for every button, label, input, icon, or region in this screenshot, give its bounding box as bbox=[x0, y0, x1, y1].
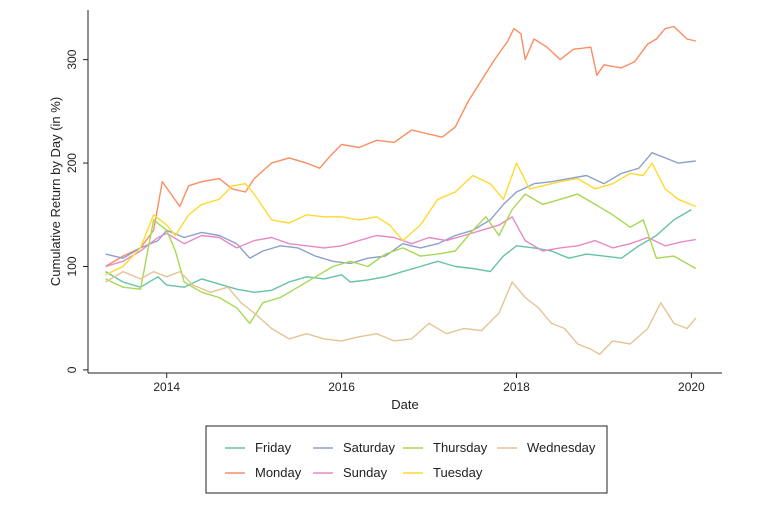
legend-label-sunday: Sunday bbox=[343, 465, 388, 480]
series-line-tuesday bbox=[105, 162, 697, 276]
x-tick-label: 2020 bbox=[678, 380, 705, 394]
legend-label-monday: Monday bbox=[255, 465, 302, 480]
legend: Friday Saturday Thursday Wednesday Monday Sun… bbox=[205, 425, 608, 494]
x-tick-label: 2016 bbox=[328, 380, 355, 394]
series-line-wednesday bbox=[105, 270, 697, 356]
x-axis-title: Date bbox=[391, 397, 418, 412]
x-tick-label: 2018 bbox=[503, 380, 530, 394]
axes: 2014 2016 2018 2020 0 100 200 300 Date Cumulative… bbox=[48, 10, 722, 412]
plot-area bbox=[105, 25, 697, 356]
series-line-thursday bbox=[105, 193, 697, 325]
series-line-friday bbox=[105, 208, 692, 293]
series-line-sunday bbox=[105, 216, 696, 268]
y-axis-title: Cumulative Return by Day (in %) bbox=[48, 97, 63, 286]
y-tick-label: 200 bbox=[65, 153, 79, 173]
legend-label-friday: Friday bbox=[255, 440, 292, 455]
legend-box bbox=[205, 425, 608, 494]
legend-label-wednesday: Wednesday bbox=[527, 440, 596, 455]
y-tick-label: 300 bbox=[65, 49, 79, 69]
y-tick-label: 100 bbox=[65, 256, 79, 276]
legend-label-tuesday: Tuesday bbox=[433, 465, 483, 480]
y-tick-label: 0 bbox=[65, 366, 79, 373]
series-line-saturday bbox=[105, 152, 696, 265]
x-tick-label: 2014 bbox=[153, 380, 180, 394]
legend-label-saturday: Saturday bbox=[343, 440, 396, 455]
series-line-monday bbox=[105, 25, 696, 268]
legend-label-thursday: Thursday bbox=[433, 440, 488, 455]
